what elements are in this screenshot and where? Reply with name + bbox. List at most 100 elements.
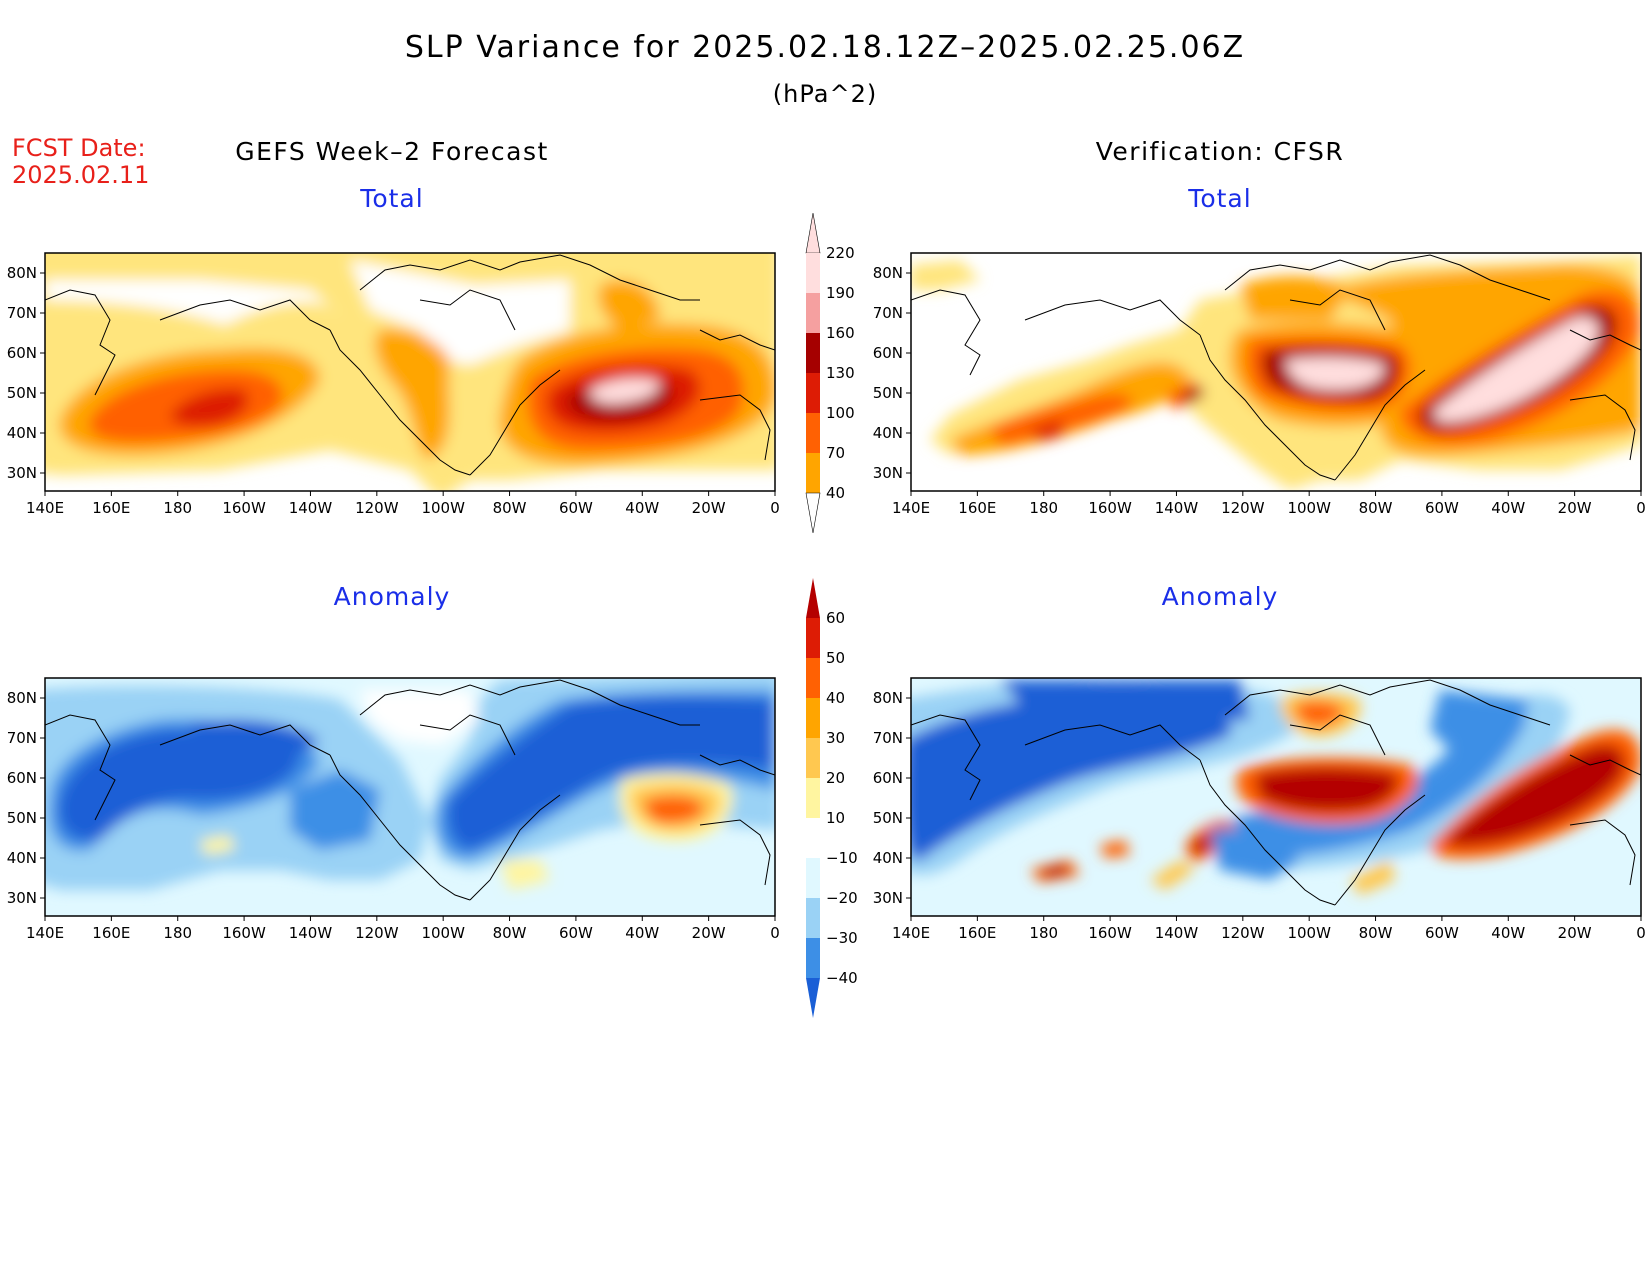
total-colorbar-label: 220 [826, 244, 855, 262]
anomaly-colorbar-label: −40 [826, 969, 858, 987]
anomaly-colorbar-label: 10 [826, 809, 845, 827]
forecast-anomaly-lon-label: 140E [26, 924, 64, 942]
verification-anomaly-lat-label: 50N [873, 809, 903, 827]
anomaly-colorbar-label: −20 [826, 889, 858, 907]
verification-total-lon-label: 160E [958, 499, 996, 517]
verification-total-map [910, 252, 1642, 492]
total-colorbar-label: 70 [826, 444, 845, 462]
anomaly-colorbar-bin [806, 738, 820, 778]
verification-total-title: Total [1188, 184, 1252, 213]
forecast-total-lon-label: 100W [421, 499, 465, 517]
anomaly-colorbar-label: 50 [826, 649, 845, 667]
forecast-anomaly-lon-label: 100W [421, 924, 465, 942]
anomaly-colorbar-label: 40 [826, 689, 845, 707]
total-colorbar-bottom-arrow [805, 492, 821, 534]
forecast-anomaly-title: Anomaly [333, 582, 451, 611]
verification-total-lat-label: 30N [873, 464, 903, 482]
verification-total-lat-label: 50N [873, 384, 903, 402]
anomaly-colorbar-bin [806, 938, 820, 978]
verification-total-lon-label: 60W [1425, 499, 1459, 517]
forecast-anomaly-lon-label: 140W [289, 924, 333, 942]
forecast-anomaly-lat-label: 70N [7, 729, 37, 747]
verification-anomaly-lon-label: 60W [1425, 924, 1459, 942]
forecast-anomaly-lon-label: 0 [770, 924, 780, 942]
total-colorbar-bin [806, 293, 820, 333]
forecast-total-lon-label: 60W [559, 499, 593, 517]
anomaly-colorbar-bin [806, 658, 820, 698]
forecast-anomaly-lat-label: 40N [7, 849, 37, 867]
forecast-anomaly-lon-label: 160W [222, 924, 266, 942]
anomaly-colorbar-top-arrow [806, 578, 820, 618]
total-colorbar-top-arrow [805, 212, 821, 254]
figure-title: SLP Variance for 2025.02.18.12Z–2025.02.… [404, 30, 1246, 65]
total-colorbar-label: 160 [826, 324, 855, 342]
total-colorbar-bin [806, 333, 820, 373]
total-colorbar-bin [806, 253, 820, 293]
forecast-total-lon-label: 180 [163, 499, 192, 517]
coastlines-forecast-total [45, 254, 775, 476]
left-column-heading: GEFS Week–2 Forecast [235, 137, 549, 166]
forecast-total-lon-label: 140E [26, 499, 64, 517]
verification-total-lat-label: 60N [873, 344, 903, 362]
anomaly-colorbar-label: 30 [826, 729, 845, 747]
forecast-anomaly-lon-label: 40W [625, 924, 659, 942]
forecast-anomaly-map [44, 677, 776, 917]
anomaly-colorbar-bin [806, 898, 820, 938]
anomaly-colorbar-bin [806, 818, 820, 858]
forecast-total-lat-label: 50N [7, 384, 37, 402]
forecast-anomaly-lat-label: 60N [7, 769, 37, 787]
forecast-total-lat-label: 80N [7, 264, 37, 282]
verification-anomaly-lon-label: 160W [1088, 924, 1132, 942]
anomaly-colorbar-bottom-arrow [806, 978, 820, 1018]
verification-total-lon-label: 100W [1287, 499, 1331, 517]
forecast-anomaly-lon-label: 120W [355, 924, 399, 942]
forecast-total-lat-label: 30N [7, 464, 37, 482]
coastlines-forecast-anomaly [45, 679, 775, 901]
forecast-total-lon-label: 140W [289, 499, 333, 517]
anomaly-colorbar-bin [806, 618, 820, 658]
verification-total-lat-label: 80N [873, 264, 903, 282]
forecast-anomaly-lon-label: 160E [92, 924, 130, 942]
fcst-date-value: 2025.02.11 [12, 161, 150, 189]
total-colorbar-bin [806, 413, 820, 453]
verification-anomaly-lon-label: 40W [1491, 924, 1525, 942]
forecast-total-lon-label: 120W [355, 499, 399, 517]
verification-anomaly-title: Anomaly [1161, 582, 1279, 611]
forecast-anomaly-lon-label: 80W [493, 924, 527, 942]
axis-labels: 80N 70N 60N 50N 40N 30N 140E 160E 180 160W 140W 120… [7, 264, 1646, 942]
verification-anomaly-lon-label: 100W [1287, 924, 1331, 942]
forecast-total-lat-label: 40N [7, 424, 37, 442]
total-colorbar-bin [806, 453, 820, 493]
coastlines-verification-anomaly [911, 679, 1641, 906]
right-column-heading: Verification: CFSR [1095, 137, 1345, 166]
forecast-total-lon-label: 0 [770, 499, 780, 517]
verification-anomaly-lon-label: 140W [1155, 924, 1199, 942]
verification-total-lon-label: 80W [1359, 499, 1393, 517]
verification-anomaly-lon-label: 0 [1636, 924, 1646, 942]
total-colorbar-label: 40 [826, 484, 845, 502]
verification-total-lat-label: 70N [873, 304, 903, 322]
verification-anomaly-lon-label: 20W [1558, 924, 1592, 942]
total-colorbar-label: 130 [826, 364, 855, 382]
verification-anomaly-lat-label: 30N [873, 889, 903, 907]
verification-anomaly-lat-label: 60N [873, 769, 903, 787]
verification-total-lat-label: 40N [873, 424, 903, 442]
verification-anomaly-lon-label: 80W [1359, 924, 1393, 942]
verification-total-lon-label: 0 [1636, 499, 1646, 517]
forecast-anomaly-lat-label: 30N [7, 889, 37, 907]
coastlines-verification-total [911, 254, 1641, 481]
anomaly-colorbar-label: −30 [826, 929, 858, 947]
fcst-date-label: FCST Date: [12, 134, 146, 162]
forecast-total-title: Total [360, 184, 424, 213]
forecast-total-lon-label: 20W [692, 499, 726, 517]
total-colorbar-label: 190 [826, 284, 855, 302]
forecast-total-lon-label: 40W [625, 499, 659, 517]
verification-total-lon-label: 120W [1221, 499, 1265, 517]
total-colorbar-bin [806, 373, 820, 413]
forecast-total-lon-label: 80W [493, 499, 527, 517]
anomaly-colorbar-bin [806, 778, 820, 818]
forecast-total-map [44, 252, 776, 492]
verification-anomaly-map [910, 677, 1642, 917]
forecast-anomaly-lon-label: 20W [692, 924, 726, 942]
